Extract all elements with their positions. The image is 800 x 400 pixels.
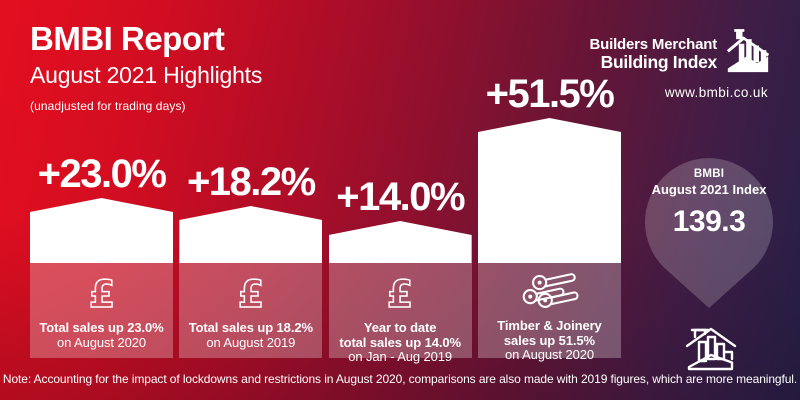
stat-text: Total sales up 23.0% on August 2020	[39, 320, 164, 350]
svg-text:£: £	[88, 272, 114, 315]
percent-label: +14.0%	[336, 175, 465, 219]
badge-index-value: 139.3	[672, 205, 746, 238]
bar-column: +51.5%	[477, 0, 621, 362]
stat-panel: £ Year to date total sales up 14.0% on Jan…	[328, 263, 472, 364]
bar-column: +23.0% £ Total sales up 23.0% on August 2…	[30, 0, 173, 358]
stat-panel: £ Total sales up 18.2% on August 2019	[179, 263, 323, 358]
trading-days-disclaimer: (unadjusted for trading days)	[30, 98, 186, 113]
badge-period-label: August 2021 Index	[651, 182, 767, 197]
house-bar-chart-icon	[684, 324, 738, 377]
stat-panel: Timber & Joinery sales up 51.5% on August …	[477, 263, 621, 362]
stat-line: on August 2020	[57, 334, 146, 350]
index-pin-badge	[645, 158, 773, 308]
badge-org-label: BMBI	[693, 168, 725, 180]
index-badge-text: BMBI August 2021 Index 139.3	[641, 168, 777, 239]
logo-line2: Building Index	[600, 52, 718, 73]
stat-text: Year to date total sales up 14.0% on Jan -…	[339, 320, 461, 365]
stat-line: on August 2019	[206, 334, 296, 350]
timber-logs-icon	[519, 269, 580, 318]
building-index-logo-icon	[726, 28, 770, 81]
stat-line-bold: Total sales up 23.0%	[39, 320, 164, 335]
stat-line: on Jan - Aug 2019	[348, 349, 453, 365]
bar	[30, 198, 173, 263]
bar	[477, 118, 621, 263]
svg-text:£: £	[387, 272, 413, 315]
percent-label: +51.5%	[485, 72, 615, 116]
stat-line-bold: Year to date	[363, 320, 437, 335]
bar	[328, 221, 472, 263]
bmbi-logo: Builders Merchant Building Index	[590, 28, 770, 81]
page-subtitle: August 2021 Highlights	[30, 61, 263, 88]
pound-sterling-icon: £	[85, 269, 119, 320]
bar-column: +14.0% £ Year to date total sales up 14.0…	[328, 0, 472, 364]
stat-line-bold: Total sales up 18.2%	[188, 320, 313, 335]
bar-chart: +23.0% £ Total sales up 23.0% on August 2…	[30, 0, 621, 364]
stat-text: Timber & Joinery sales up 51.5% on August …	[497, 318, 602, 363]
stat-line: on August 2020	[505, 347, 594, 363]
stat-line-bold: sales up 51.5%	[503, 332, 596, 348]
header: BMBI Report August 2021 Highlights (unad…	[30, 20, 263, 113]
svg-text:£: £	[238, 272, 264, 315]
page-title: BMBI Report	[30, 20, 225, 57]
bar-column: +18.2% £ Total sales up 18.2% on August 2…	[179, 0, 323, 358]
pound-sterling-icon: £	[383, 269, 417, 320]
footer-note: Note: Accounting for the impact of lockd…	[2, 372, 798, 386]
logo-wordmark: Builders Merchant Building Index	[589, 35, 718, 73]
logo-line1: Builders Merchant	[589, 35, 718, 53]
stat-line-bold: Timber & Joinery	[497, 318, 602, 333]
pound-sterling-icon: £	[234, 269, 268, 320]
percent-label: +18.2%	[186, 160, 316, 204]
stat-panel: £ Total sales up 23.0% on August 2020	[30, 263, 173, 358]
percent-label: +23.0%	[37, 152, 167, 196]
website-link[interactable]: www.bmbi.co.uk	[664, 85, 768, 100]
stat-line-bold: total sales up 14.0%	[339, 334, 461, 350]
stat-text: Total sales up 18.2% on August 2019	[188, 320, 313, 350]
bar	[179, 206, 323, 263]
